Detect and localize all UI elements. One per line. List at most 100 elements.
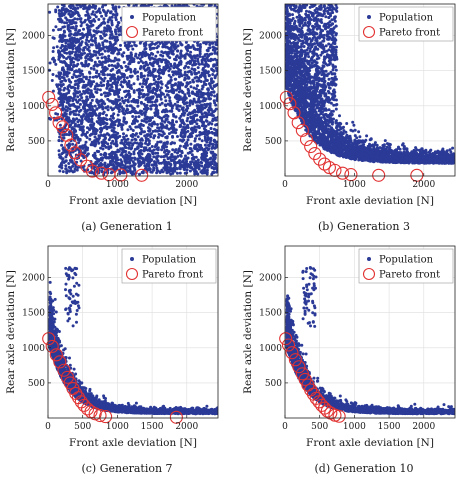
- population-point: [79, 109, 82, 112]
- population-point: [119, 44, 122, 47]
- population-point: [67, 66, 70, 69]
- population-point: [103, 126, 106, 129]
- population-point: [125, 65, 128, 68]
- population-point: [184, 142, 187, 145]
- population-point: [68, 84, 71, 87]
- population-point: [187, 126, 190, 129]
- population-point: [196, 104, 199, 107]
- population-point: [169, 168, 172, 171]
- population-point: [72, 162, 75, 165]
- population-point: [106, 122, 109, 125]
- population-point: [58, 51, 61, 54]
- population-point: [103, 61, 106, 64]
- population-point: [85, 63, 88, 66]
- population-point: [165, 161, 168, 164]
- population-point: [170, 84, 173, 87]
- population-point: [168, 96, 171, 99]
- population-point: [160, 140, 163, 143]
- population-point: [159, 89, 162, 92]
- population-point: [148, 56, 151, 59]
- population-point: [133, 166, 136, 169]
- population-point: [119, 48, 122, 51]
- population-point: [73, 64, 76, 67]
- population-point: [125, 90, 128, 93]
- population-point: [151, 145, 154, 148]
- population-point: [144, 98, 147, 101]
- population-point: [212, 155, 215, 158]
- population-point: [133, 152, 136, 155]
- population-point: [107, 25, 110, 28]
- population-point: [109, 89, 112, 92]
- population-point: [63, 21, 66, 24]
- population-point: [61, 45, 64, 48]
- population-point: [130, 71, 133, 74]
- population-point: [193, 98, 196, 101]
- population-point: [66, 9, 69, 12]
- population-point: [179, 125, 182, 128]
- population-point: [133, 162, 136, 165]
- population-point: [103, 73, 106, 76]
- population-point: [164, 103, 167, 106]
- population-point: [116, 158, 119, 161]
- population-point: [150, 105, 153, 108]
- population-point: [187, 152, 190, 155]
- population-point: [60, 20, 63, 23]
- population-point: [189, 81, 192, 84]
- population-point: [99, 88, 102, 91]
- population-point: [117, 58, 120, 61]
- population-point: [74, 32, 77, 35]
- population-point: [76, 38, 79, 41]
- population-point: [152, 152, 155, 155]
- population-point: [115, 25, 118, 28]
- population-point: [61, 14, 64, 17]
- population-point: [181, 151, 184, 154]
- population-point: [116, 81, 119, 84]
- population-point: [166, 118, 169, 121]
- population-point: [105, 106, 108, 109]
- population-point: [75, 75, 78, 78]
- population-point: [100, 61, 103, 64]
- population-point: [63, 76, 66, 79]
- population-point: [204, 139, 207, 142]
- population-point: [205, 159, 208, 162]
- legend-pareto-label: Pareto front: [142, 28, 203, 39]
- population-point: [207, 144, 210, 147]
- population-point: [130, 60, 133, 63]
- population-point: [179, 172, 182, 175]
- population-point: [111, 68, 114, 71]
- population-point: [160, 169, 163, 172]
- population-point: [183, 112, 186, 115]
- population-point: [184, 57, 187, 60]
- population-point: [96, 88, 99, 91]
- population-point: [152, 87, 155, 90]
- population-point: [61, 152, 64, 155]
- population-point: [58, 153, 61, 156]
- population-point: [335, 108, 338, 111]
- population-point: [138, 96, 141, 99]
- population-point: [213, 95, 216, 98]
- population-point: [68, 46, 71, 49]
- population-point: [98, 10, 101, 13]
- population-point: [160, 60, 163, 63]
- population-point: [107, 133, 110, 136]
- population-point: [68, 144, 71, 147]
- population-point: [162, 132, 165, 135]
- population-point: [62, 170, 65, 173]
- population-point: [215, 108, 218, 111]
- population-point: [212, 114, 215, 117]
- population-point: [122, 75, 125, 78]
- population-point: [160, 148, 163, 151]
- population-point: [86, 8, 89, 11]
- population-point: [54, 63, 57, 66]
- population-point: [52, 46, 55, 49]
- population-point: [144, 54, 147, 57]
- population-point: [167, 55, 170, 58]
- population-point: [130, 147, 133, 150]
- population-point: [60, 144, 63, 147]
- population-point: [194, 59, 197, 62]
- population-point: [201, 113, 204, 116]
- population-point: [68, 71, 71, 74]
- population-point: [193, 54, 196, 57]
- population-point: [103, 26, 106, 29]
- population-point: [94, 7, 97, 10]
